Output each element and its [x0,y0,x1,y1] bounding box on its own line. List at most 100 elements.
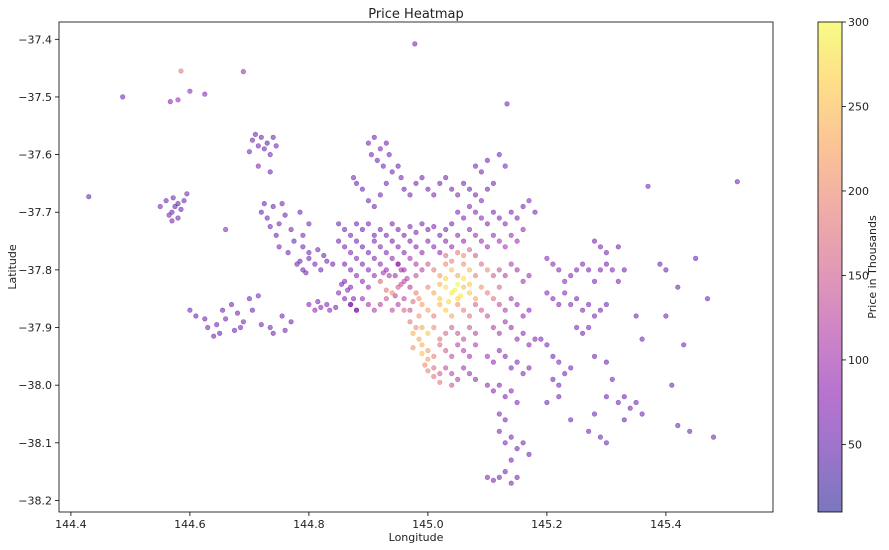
scatter-point [573,324,580,331]
scatter-point [425,284,431,290]
scatter-point [401,307,407,313]
scatter-point [365,140,372,146]
scatter-point [425,261,431,267]
scatter-point [359,278,366,285]
scatter-point [211,333,217,339]
scatter-point [520,313,526,319]
scatter-point [633,399,639,406]
scatter-point [455,281,461,287]
scatter-point [300,232,306,238]
scatter-point [466,353,473,360]
scatter-point [169,218,175,224]
scatter-point [267,224,273,230]
scatter-point [175,201,181,207]
scatter-point [496,215,502,221]
scatter-point [627,405,633,411]
scatter-point [410,330,416,336]
scatter-point [520,226,526,233]
scatter-point [591,238,598,244]
scatter-point [550,296,556,302]
scatter-point [472,209,479,215]
scatter-point [449,313,455,319]
scatter-point [443,307,449,313]
scatter-point [398,267,404,273]
scatter-point [591,353,598,360]
scatter-point [258,209,264,215]
scatter-point [416,313,422,319]
scatter-point [413,324,419,331]
scatter-point [579,330,586,336]
scatter-point [217,330,223,336]
scatter-point [502,353,508,360]
scatter-point [597,434,604,440]
scatter-point [377,192,383,198]
scatter-point [452,287,458,293]
scatter-point [377,226,383,233]
scatter-point [508,261,514,267]
scatter-point [669,382,675,388]
scatter-point [496,152,502,158]
scatter-point [455,232,461,238]
scatter-point [389,221,395,227]
scatter-point [252,131,258,137]
scatter-point [526,365,532,371]
scatter-point [255,143,261,149]
scatter-point [288,319,294,325]
scatter-point [431,353,437,360]
scatter-point [431,290,437,296]
scatter-point [407,224,413,230]
scatter-point [425,238,431,244]
scatter-point [324,258,330,264]
scatter-point [455,250,461,256]
scatter-point [496,301,502,308]
x-tick-label: 145.0 [412,518,444,531]
scatter-point [443,348,449,354]
scatter-point [461,252,467,259]
scatter-point [395,261,401,267]
scatter-point [443,252,449,259]
scatter-point [514,336,520,342]
scatter-point [413,229,419,235]
scatter-point [455,301,461,308]
scatter-point [437,250,443,256]
scatter-point [472,376,479,383]
scatter-point [264,140,270,146]
scatter-point [461,238,467,244]
scatter-point [437,296,443,302]
x-axis: 144.4 144.6 144.8 145.0 145.2 145.4 [55,512,682,531]
scatter-point [514,446,520,452]
scatter-point [223,226,229,233]
scatter-point [431,224,437,230]
scatter-point [514,238,520,244]
scatter-point [466,281,473,287]
scatter-point [675,284,681,290]
scatter-point [556,382,562,388]
scatter-point [431,324,437,331]
scatter-point [383,296,389,302]
scatter-point [508,365,514,371]
scatter-point [710,434,717,440]
scatter-point [413,180,419,186]
y-tick-label: −37.9 [18,322,52,335]
colorbar-tick-label: 150 [848,269,869,282]
scatter-point [484,221,491,227]
scatter-point [187,307,193,313]
scatter-point [193,313,199,319]
y-tick-label: −37.7 [18,206,52,219]
scatter-point [455,376,461,383]
scatter-point [526,198,532,204]
scatter-point [312,261,318,267]
scatter-point [603,440,610,446]
scatter-point [484,382,491,388]
scatter-point [562,278,568,285]
scatter-point [514,474,520,481]
scatter-point [407,307,413,313]
scatter-point [377,146,383,152]
scatter-point [246,296,252,302]
scatter-point [443,226,449,233]
colorbar: 50 100 150 200 250 300 Price in Thousands [817,16,879,513]
scatter-point [318,304,324,311]
scatter-point [258,322,264,328]
scatter-point [348,267,354,273]
scatter-point [297,258,303,264]
